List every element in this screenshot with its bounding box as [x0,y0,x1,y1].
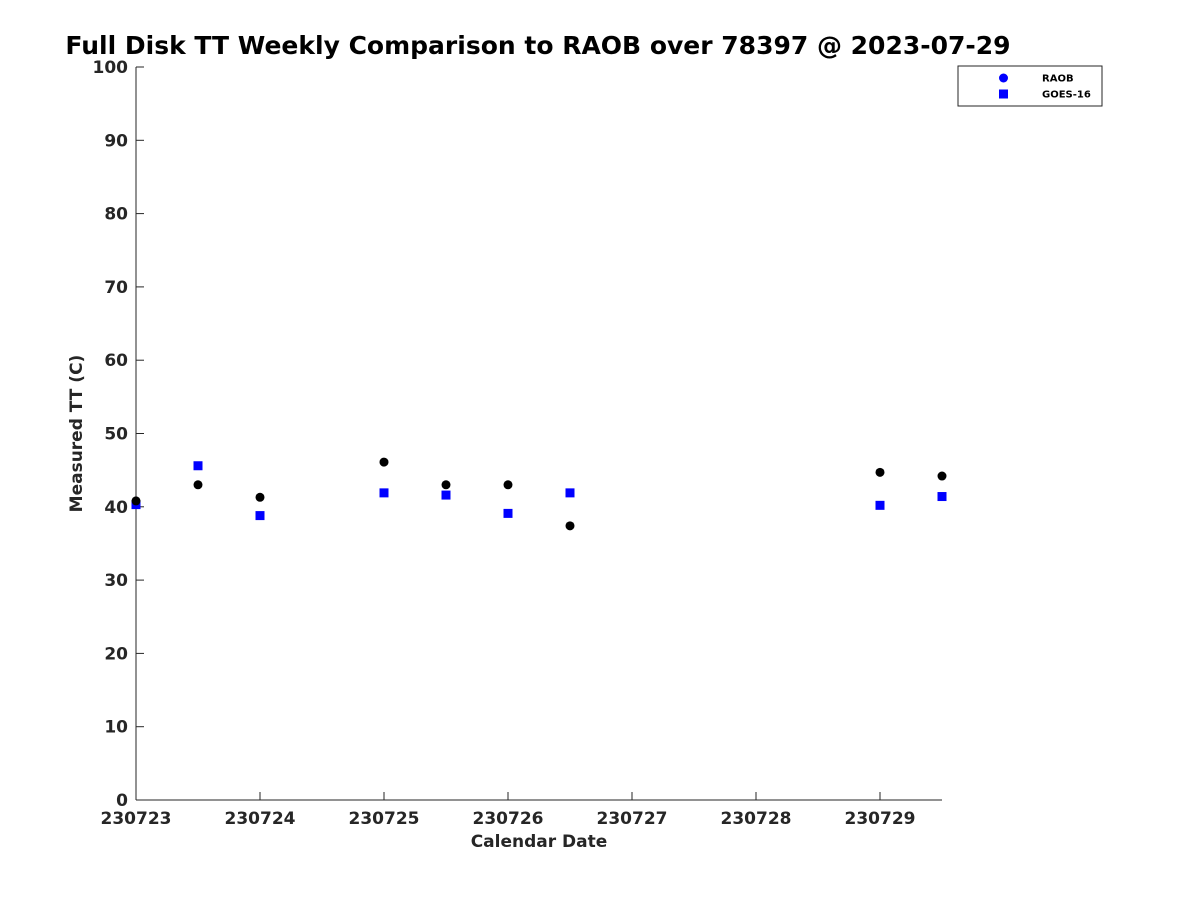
y-tick-label: 70 [104,278,128,298]
raob-point [503,480,513,490]
raob-point [379,457,389,467]
raob-point [937,471,947,481]
legend-label: RAOB [1042,74,1074,85]
goes16-point [441,490,451,500]
x-tick-label: 230725 [349,809,420,829]
legend-marker-raob [999,73,1008,83]
x-axis-label: Calendar Date [471,832,608,852]
y-tick-label: 10 [104,718,128,738]
x-tick-label: 230728 [721,809,792,829]
y-tick-label: 20 [104,644,128,664]
raob-point [565,521,575,531]
goes16-point [937,492,947,502]
y-axis-ticks: 0 10 20 30 40 50 60 70 80 90 100 [93,58,144,811]
goes16-point [193,461,203,471]
y-tick-label: 90 [104,131,128,151]
legend-label: GOES-16 [1042,90,1091,101]
raob-point [193,480,203,490]
raob-point [875,467,885,477]
axes [135,67,942,801]
y-tick-label: 60 [104,351,128,371]
x-tick-label: 230723 [101,809,172,829]
chart-title: Full Disk TT Weekly Comparison to RAOB o… [65,31,1010,60]
data-points [131,457,947,531]
raob-point [441,480,451,490]
raob-point [255,492,265,502]
raob-point [131,496,141,506]
y-tick-label: 100 [93,58,129,78]
goes16-point [379,488,389,498]
y-tick-label: 30 [104,571,128,591]
y-tick-label: 40 [104,498,128,518]
y-tick-label: 0 [116,791,128,811]
goes16-point [875,500,885,510]
x-tick-label: 230726 [473,809,544,829]
legend-box [957,65,1103,107]
goes16-point [565,488,575,498]
x-tick-label: 230727 [597,809,668,829]
goes16-point [503,508,513,518]
y-tick-label: 50 [104,425,128,445]
y-axis-label: Measured TT (C) [67,355,87,513]
y-tick-label: 80 [104,205,128,225]
legend: RAOB GOES-16 [957,65,1103,107]
legend-marker-goes16 [999,89,1008,99]
x-tick-label: 230729 [845,809,916,829]
x-tick-label: 230724 [225,809,296,829]
x-axis-ticks: 230723 230724 230725 230726 230727 230728 2307… [101,792,916,829]
goes16-point [255,511,265,521]
